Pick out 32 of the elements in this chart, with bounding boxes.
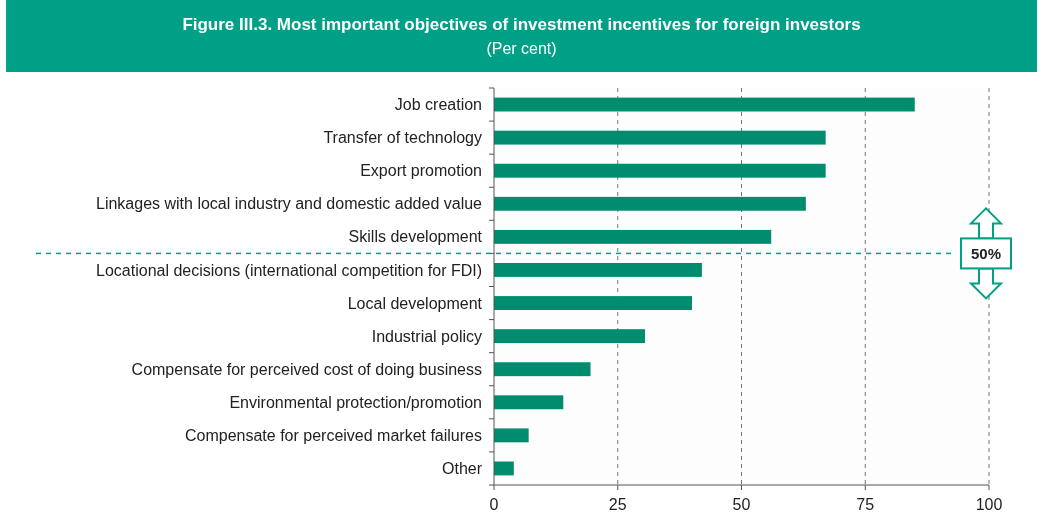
bar <box>494 395 564 410</box>
bar <box>494 130 826 145</box>
y-tick-label: Transfer of technology <box>323 129 482 147</box>
bar <box>494 296 692 310</box>
y-tick-label: Local development <box>347 294 483 312</box>
bar <box>494 97 915 112</box>
x-tick-label: 25 <box>608 496 627 513</box>
y-tick-label: Compensate for perceived cost of doing business <box>131 360 482 378</box>
bar <box>494 263 702 277</box>
y-tick-label: Export promotion <box>360 162 482 180</box>
bar <box>494 428 529 443</box>
y-tick-label: Job creation <box>394 96 482 114</box>
chart-subtitle: (Per cent) <box>486 40 557 57</box>
y-tick-label: Skills development <box>348 228 483 246</box>
y-tick-label: Compensate for perceived market failures <box>184 426 482 444</box>
bar <box>494 362 591 377</box>
x-tick-label: 75 <box>856 496 875 513</box>
chart-title: Figure III.3. Most important objectives of investment incentives for foreign investors <box>182 15 861 34</box>
y-tick-label: Environmental protection/promotion <box>229 393 482 411</box>
y-tick-label: Locational decisions (international competition for FDI) <box>96 261 482 279</box>
y-tick-label: Other <box>441 460 483 478</box>
x-tick-label: 100 <box>975 496 1003 513</box>
bar <box>494 461 514 476</box>
bar <box>494 196 806 211</box>
y-tick-label: Linkages with local industry and domestic added value <box>95 195 483 213</box>
bar <box>494 163 826 178</box>
bar <box>494 329 645 344</box>
x-tick-label: 0 <box>489 496 499 513</box>
annotation: 50% <box>970 244 1002 262</box>
y-tick-label: Industrial policy <box>371 327 482 345</box>
x-tick-label: 50 <box>732 496 751 513</box>
bar <box>494 229 772 244</box>
